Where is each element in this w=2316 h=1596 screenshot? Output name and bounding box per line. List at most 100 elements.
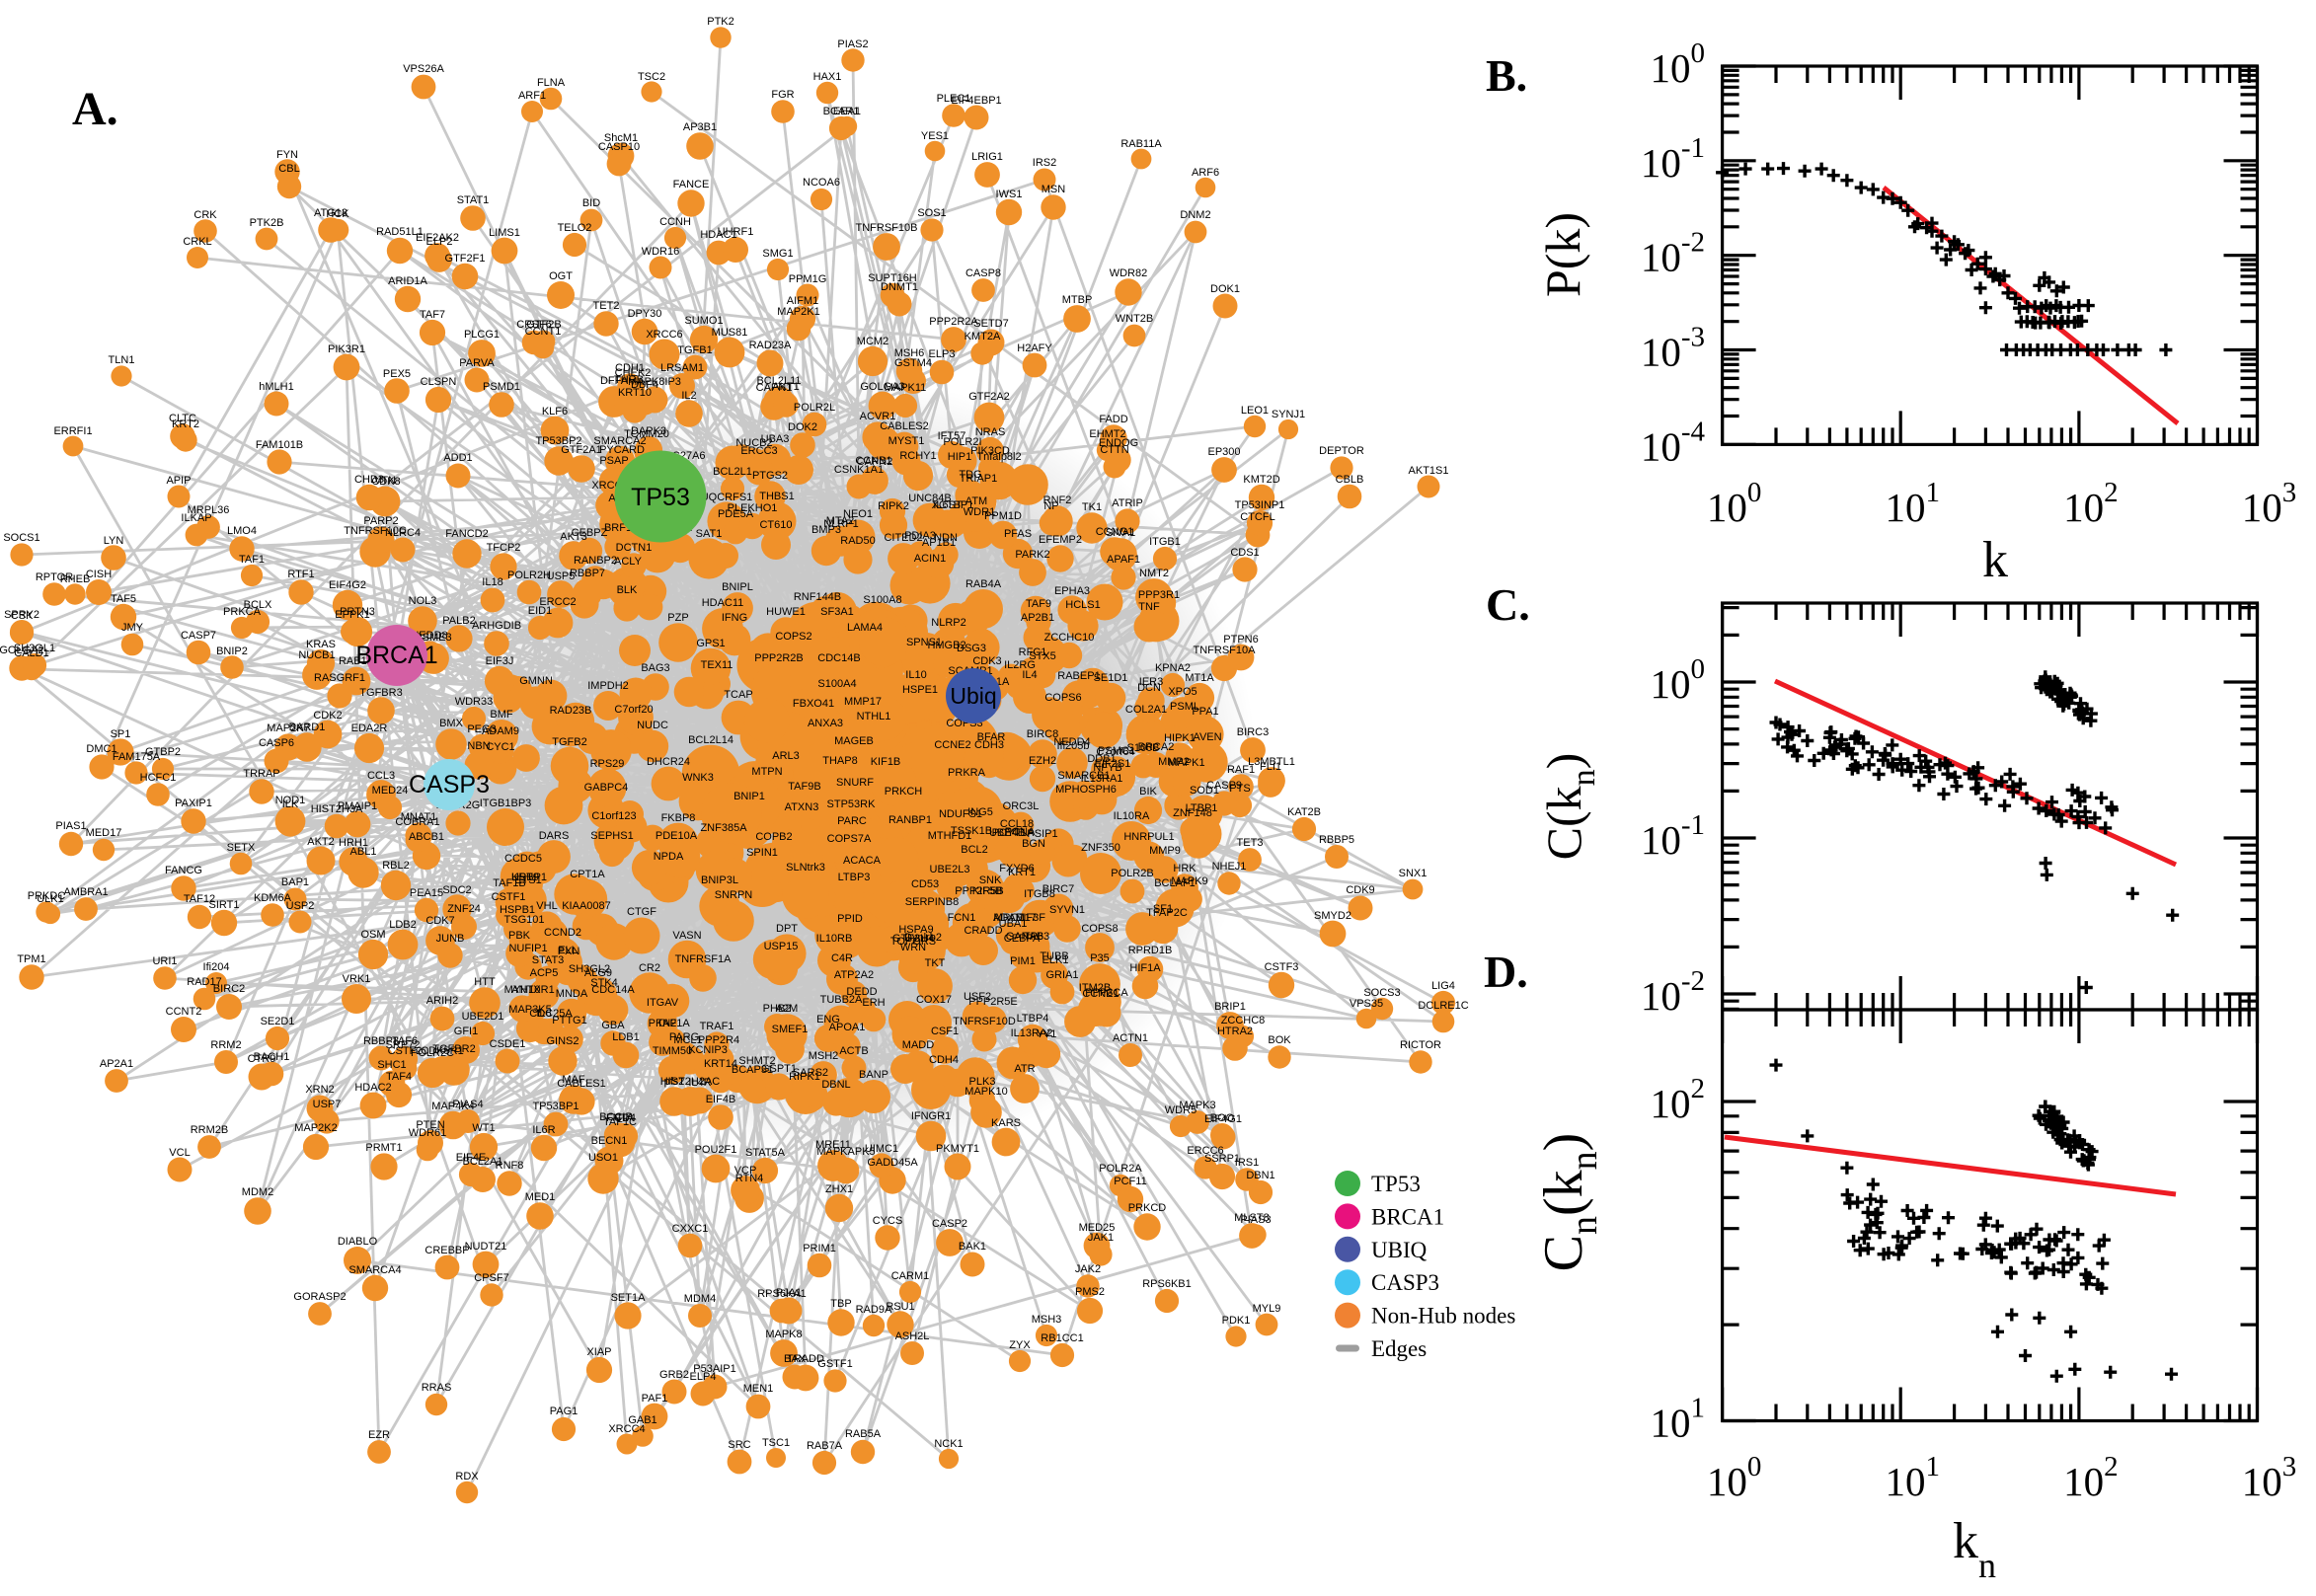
svg-text:ACP5: ACP5 [530, 967, 559, 979]
svg-text:EIF4B: EIF4B [706, 1094, 736, 1105]
svg-text:GABPC4: GABPC4 [584, 782, 629, 794]
svg-text:HUWE1: HUWE1 [766, 606, 806, 618]
svg-text:ATXN3: ATXN3 [785, 801, 819, 813]
svg-text:MAP3K5: MAP3K5 [508, 1004, 551, 1016]
svg-text:POLR2A: POLR2A [1099, 1163, 1142, 1175]
svg-text:XRN2: XRN2 [305, 1084, 334, 1096]
svg-text:MAF: MAF [562, 1074, 585, 1086]
svg-text:PSMC1: PSMC1 [1098, 745, 1135, 757]
svg-text:CASP9: CASP9 [1206, 780, 1242, 792]
svg-text:FNTA: FNTA [606, 1112, 635, 1124]
svg-text:ILKAP: ILKAP [181, 512, 211, 524]
svg-text:CCNE1: CCNE1 [1082, 988, 1119, 1000]
svg-text:FCN1: FCN1 [948, 912, 976, 924]
svg-text:USP15: USP15 [764, 941, 799, 952]
svg-text:PIK3CD: PIK3CD [970, 445, 1010, 457]
svg-text:SF1: SF1 [1153, 903, 1173, 915]
svg-text:TGFB2: TGFB2 [552, 736, 586, 748]
svg-text:UBE2L3: UBE2L3 [930, 864, 970, 875]
svg-text:H2AFY: H2AFY [1017, 342, 1052, 354]
svg-text:MAP2K1: MAP2K1 [777, 306, 819, 318]
svg-text:GTF2A1: GTF2A1 [561, 444, 602, 456]
svg-text:RBL2: RBL2 [382, 860, 410, 872]
svg-text:AP2A1: AP2A1 [100, 1058, 133, 1070]
svg-text:P53AIP1: P53AIP1 [693, 1363, 735, 1375]
svg-text:C7orf64: C7orf64 [1096, 746, 1134, 758]
svg-text:TIMM50: TIMM50 [653, 1045, 692, 1057]
svg-text:S100A8: S100A8 [863, 594, 901, 606]
svg-text:LDB1: LDB1 [612, 1031, 640, 1043]
svg-text:BAK1: BAK1 [959, 1241, 986, 1253]
svg-text:AP2B1: AP2B1 [1021, 612, 1054, 624]
svg-text:DEDD: DEDD [846, 986, 877, 998]
svg-text:ELP2: ELP2 [426, 236, 453, 248]
svg-text:ARHGDIB: ARHGDIB [472, 620, 521, 632]
svg-text:B.: B. [1486, 50, 1527, 101]
svg-text:KAT2B: KAT2B [1287, 806, 1321, 818]
svg-text:FANCD2: FANCD2 [445, 528, 488, 540]
svg-text:TP53INP1: TP53INP1 [1235, 499, 1285, 511]
svg-text:CAPN1: CAPN1 [756, 382, 793, 394]
svg-text:APOA1: APOA1 [829, 1022, 866, 1033]
svg-text:BARD1: BARD1 [289, 722, 326, 733]
svg-text:CCNH: CCNH [659, 216, 691, 228]
svg-text:BIRC3: BIRC3 [1237, 726, 1269, 738]
svg-text:POLR2B: POLR2B [1111, 868, 1153, 879]
svg-text:LRIG1: LRIG1 [971, 151, 1003, 163]
svg-text:hMLH1: hMLH1 [259, 381, 293, 393]
svg-text:HIP1: HIP1 [948, 451, 971, 463]
svg-text:MAPK9: MAPK9 [1171, 875, 1207, 887]
svg-text:RRM2: RRM2 [210, 1039, 241, 1051]
svg-text:HIST2H3A: HIST2H3A [311, 803, 363, 815]
svg-text:ARIH2: ARIH2 [426, 995, 458, 1007]
svg-text:TAF9B: TAF9B [788, 781, 820, 793]
svg-text:IL10: IL10 [905, 669, 926, 681]
svg-text:IL13RA1: IL13RA1 [1081, 773, 1123, 785]
svg-text:SYNJ1: SYNJ1 [1272, 409, 1305, 420]
svg-text:BCL2L1: BCL2L1 [713, 466, 752, 478]
svg-text:Ifi205b: Ifi205b [1056, 740, 1089, 752]
svg-text:EIF2S1: EIF2S1 [1095, 758, 1131, 770]
svg-text:EZH2: EZH2 [1029, 755, 1056, 767]
svg-text:TAF4: TAF4 [386, 1071, 412, 1083]
svg-text:CCND2: CCND2 [544, 927, 581, 939]
svg-text:k: k [1982, 532, 2008, 588]
svg-text:CDK2: CDK2 [313, 710, 342, 722]
svg-text:PSIP1: PSIP1 [1027, 828, 1057, 840]
svg-text:102: 102 [1651, 1073, 1706, 1126]
svg-text:C.: C. [1486, 579, 1530, 630]
svg-text:SPIN1: SPIN1 [746, 847, 778, 859]
svg-text:ALG9: ALG9 [584, 967, 612, 979]
svg-text:TCAP: TCAP [724, 689, 752, 701]
svg-text:ABCB1: ABCB1 [409, 831, 444, 843]
svg-text:RAF1: RAF1 [1227, 764, 1255, 776]
svg-text:TGFBR2: TGFBR2 [432, 1043, 475, 1055]
svg-text:TP63: TP63 [1024, 931, 1049, 943]
svg-text:IMPDH2: IMPDH2 [587, 680, 629, 692]
svg-text:PEA15: PEA15 [410, 887, 443, 899]
svg-text:CHD3: CHD3 [354, 474, 384, 486]
svg-text:NEO1: NEO1 [843, 508, 873, 520]
svg-text:IL18: IL18 [482, 576, 502, 588]
svg-text:SSRP1: SSRP1 [1204, 1153, 1240, 1165]
svg-text:MNDA: MNDA [556, 988, 588, 1000]
svg-text:XRCC6: XRCC6 [646, 329, 682, 341]
svg-text:PIK3R1: PIK3R1 [328, 343, 365, 355]
svg-text:LAMA4: LAMA4 [847, 622, 883, 634]
svg-text:WDR61: WDR61 [409, 1127, 447, 1139]
svg-text:TP53: TP53 [1371, 1172, 1421, 1196]
svg-text:ILK: ILK [282, 798, 299, 810]
svg-text:NTHL1: NTHL1 [857, 711, 891, 722]
svg-text:ZNF24: ZNF24 [447, 903, 481, 915]
svg-text:PRTN3: PRTN3 [340, 606, 375, 618]
svg-text:A2M: A2M [776, 1003, 799, 1015]
svg-text:OGT: OGT [549, 270, 573, 282]
svg-text:SOD1: SOD1 [1190, 785, 1219, 797]
svg-text:ARL3: ARL3 [772, 750, 800, 762]
svg-text:CLTC: CLTC [169, 413, 196, 424]
svg-text:PTGS2: PTGS2 [752, 470, 788, 482]
svg-text:MYH10: MYH10 [504, 984, 541, 996]
svg-text:MNAT1: MNAT1 [401, 811, 436, 823]
svg-text:TNFRSF1A: TNFRSF1A [675, 953, 733, 965]
svg-text:STK4: STK4 [590, 977, 618, 989]
